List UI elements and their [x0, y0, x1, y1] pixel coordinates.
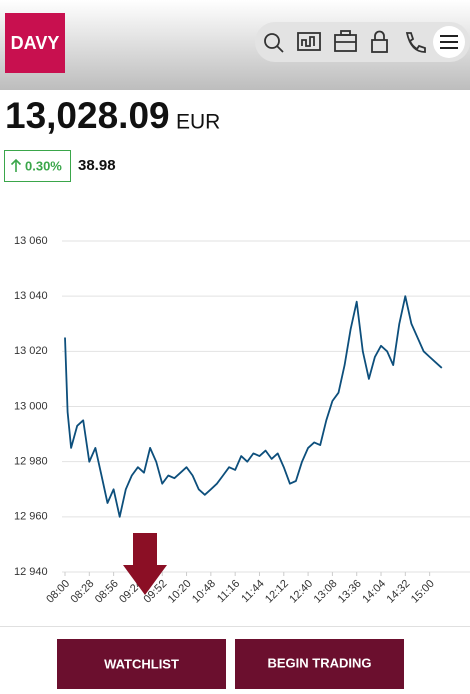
trade-button[interactable] [235, 639, 404, 689]
icon-bar [255, 22, 470, 62]
y-tick-label: 13 040 [14, 290, 48, 302]
icons [264, 30, 426, 53]
x-tick-label: 13:08 [312, 578, 340, 606]
portfolio-icon[interactable] [334, 30, 357, 52]
search-icon[interactable] [264, 33, 284, 53]
y-tick-label: 13 000 [14, 400, 48, 412]
up-arrow [10, 158, 22, 172]
x-tick-label: 12:40 [287, 578, 315, 606]
y-tick-label: 12 940 [14, 566, 48, 578]
x-tick-label: 13:36 [336, 578, 364, 606]
button-label: WATCHLIST [104, 656, 179, 671]
price-line [64, 295, 443, 518]
lock-icon[interactable] [371, 30, 388, 53]
y-tick-label: 13 020 [14, 345, 48, 357]
logo: DAVY [11, 33, 60, 53]
x-tick-label: 12:12 [263, 578, 291, 606]
price: 13,028.09 [5, 95, 170, 136]
y-tick-label: 12 960 [14, 511, 48, 523]
phone-icon[interactable] [405, 32, 426, 53]
chart: 12 940 12 960 12 980 13 000 13 020 13 040 13 0… [14, 235, 470, 606]
change-percent: 0.30% [25, 158, 62, 173]
watchlist-button[interactable] [57, 639, 226, 689]
x-tick-label: 08:00 [44, 578, 72, 606]
x-tick-label: 14:04 [360, 578, 388, 606]
y-tick-label: 13 060 [14, 235, 48, 247]
x-tick-label: 08:56 [93, 578, 121, 606]
y-tick-label: 12 980 [14, 456, 48, 468]
x-tick-label: 15:00 [409, 578, 437, 606]
annotation-arrow [123, 533, 167, 595]
button-label: BEGIN TRADING [268, 655, 372, 670]
change-points: 38.98 [78, 157, 116, 174]
x-tick-label: 11:44 [239, 578, 266, 605]
x-tick-label: 10:48 [190, 578, 218, 606]
menu-icon [440, 35, 458, 49]
currency: EUR [176, 111, 220, 134]
x-tick-label: 08:28 [69, 578, 97, 606]
x-tick-label: 10:20 [166, 578, 194, 606]
chart-icon[interactable] [297, 32, 321, 51]
logo-box[interactable] [5, 13, 65, 73]
x-tick-label: 11:16 [215, 578, 242, 605]
x-tick-label: 14:32 [385, 578, 413, 606]
